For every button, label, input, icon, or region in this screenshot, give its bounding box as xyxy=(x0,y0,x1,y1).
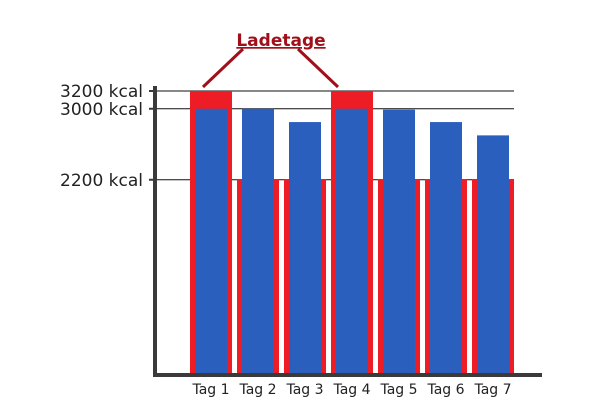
intake-bar-3 xyxy=(289,122,321,375)
intake-bar-2 xyxy=(242,108,274,375)
x-tick-label-3: Tag 3 xyxy=(285,382,323,398)
x-tick-label-5: Tag 5 xyxy=(379,382,417,398)
intake-bar-7 xyxy=(477,135,509,375)
x-tick-label-2: Tag 2 xyxy=(238,382,276,398)
axes xyxy=(149,86,542,377)
x-tick-label-4: Tag 4 xyxy=(332,382,370,398)
intake-bar-5 xyxy=(383,109,415,375)
x-tick-labels: Tag 1 Tag 2 Tag 3 Tag 4 Tag 5 Tag 6 Tag 7 xyxy=(191,382,511,398)
bars xyxy=(190,91,514,375)
annotation-pointer-2 xyxy=(296,47,340,89)
y-tick-label-2200: 2200 kcal xyxy=(60,171,143,191)
annotation: Ladetage xyxy=(201,31,340,89)
x-tick-label-1: Tag 1 xyxy=(191,382,229,398)
annotation-label: Ladetage xyxy=(236,31,325,51)
annotation-pointer-1 xyxy=(201,47,245,89)
y-tick-label-3200: 3200 kcal xyxy=(60,82,143,102)
intake-bar-4 xyxy=(336,108,368,375)
x-tick-label-7: Tag 7 xyxy=(473,382,511,398)
x-tick-label-6: Tag 6 xyxy=(426,382,464,398)
intake-bar-6 xyxy=(430,122,462,375)
y-tick-label-3000: 3000 kcal xyxy=(60,100,143,120)
intake-bar-1 xyxy=(195,108,227,375)
